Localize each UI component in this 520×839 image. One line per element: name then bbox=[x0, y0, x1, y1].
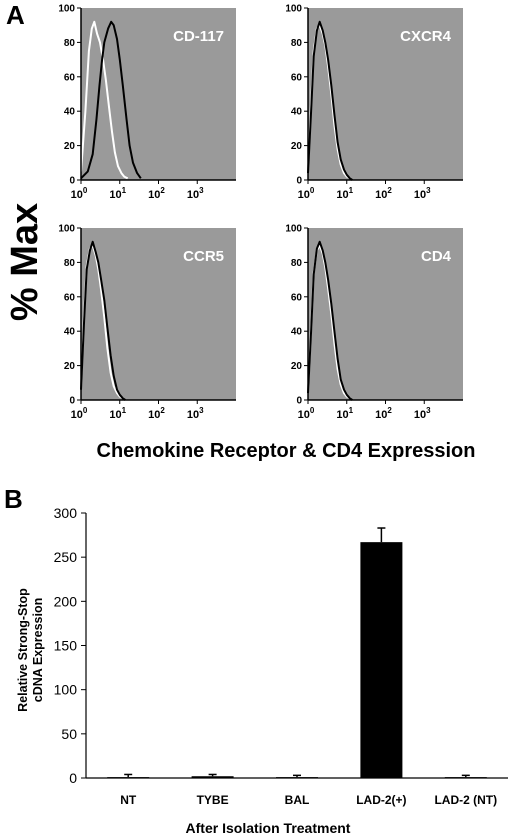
x-tick-label: 101 bbox=[336, 406, 353, 421]
category-label: TYBE bbox=[197, 793, 229, 807]
category-label: LAD-2 (NT) bbox=[434, 793, 497, 807]
bar bbox=[444, 777, 487, 778]
histogram-4: 0 20 40 60 80 100 100 101 102 103 CD4 bbox=[285, 224, 463, 421]
y-tick-label: 0 bbox=[296, 396, 302, 407]
x-tick-label: 100 bbox=[298, 406, 315, 421]
y-tick-label: 60 bbox=[291, 72, 303, 83]
y-tick-label: 60 bbox=[64, 292, 76, 303]
plot-area bbox=[308, 8, 463, 180]
y-tick-label: 0 bbox=[296, 176, 302, 187]
y-tick-label: 20 bbox=[291, 361, 303, 372]
isotype-control-line bbox=[80, 20, 129, 180]
y-tick-label: 80 bbox=[64, 38, 76, 49]
x-tick-label: 103 bbox=[414, 186, 431, 201]
histogram-2: 0 20 40 60 80 100 100 101 102 103 CXCR4 bbox=[285, 4, 463, 201]
category-label: NT bbox=[120, 793, 137, 807]
y-tick-label: 80 bbox=[291, 38, 303, 49]
bar-chart: 0 50 100 150 200 250 300 NT TYBE BAL LAD-2(+) LAD-2… bbox=[16, 505, 508, 836]
x-tick-label: 102 bbox=[148, 186, 165, 201]
y-tick-label: 100 bbox=[58, 224, 75, 235]
x-tick-label: 101 bbox=[109, 406, 126, 421]
x-tick-label: 100 bbox=[71, 186, 88, 201]
y-tick-label: 0 bbox=[69, 396, 75, 407]
histogram-3: 0 20 40 60 80 100 100 101 102 103 CCR5 bbox=[58, 224, 236, 421]
bar-y-tick-label: 300 bbox=[54, 505, 78, 521]
stained-sample-line bbox=[80, 20, 142, 180]
stained-sample-line bbox=[307, 20, 353, 181]
y-tick-label: 80 bbox=[64, 258, 76, 269]
panel-a-letter: A bbox=[6, 0, 25, 30]
plot-area bbox=[308, 228, 463, 400]
x-tick-label: 101 bbox=[109, 186, 126, 201]
y-tick-label: 40 bbox=[291, 107, 303, 118]
x-tick-label: 102 bbox=[375, 406, 392, 421]
panel-a-y-axis-title: % Max bbox=[4, 203, 46, 321]
x-tick-label: 102 bbox=[375, 186, 392, 201]
y-tick-label: 20 bbox=[291, 141, 303, 152]
bar-y-tick-label: 100 bbox=[54, 682, 78, 698]
y-tick-label: 20 bbox=[64, 361, 76, 372]
y-tick-label: 80 bbox=[291, 258, 303, 269]
marker-label: CD4 bbox=[421, 248, 452, 265]
x-tick-label: 102 bbox=[148, 406, 165, 421]
y-tick-label: 40 bbox=[64, 327, 76, 338]
y-tick-label: 40 bbox=[291, 327, 303, 338]
histogram-panels: 0 20 40 60 80 100 100 101 102 103 CD-117 0 20 40 60 80 1… bbox=[58, 4, 463, 421]
bar-y-tick-label: 250 bbox=[54, 549, 78, 565]
stained-sample-line bbox=[80, 240, 126, 401]
y-tick-label: 20 bbox=[64, 141, 76, 152]
category-label: LAD-2(+) bbox=[356, 793, 406, 807]
marker-label: CCR5 bbox=[183, 248, 224, 265]
bar-y-tick-label: 0 bbox=[69, 770, 77, 786]
histogram-1: 0 20 40 60 80 100 100 101 102 103 CD-117 bbox=[58, 4, 236, 201]
bar bbox=[276, 777, 318, 778]
y-tick-label: 60 bbox=[64, 72, 76, 83]
y-tick-label: 0 bbox=[69, 176, 75, 187]
y-tick-label: 40 bbox=[64, 107, 76, 118]
panel-a-x-axis-title: Chemokine Receptor & CD4 Expression bbox=[97, 440, 476, 462]
stained-sample-line bbox=[307, 240, 353, 401]
x-tick-label: 103 bbox=[187, 406, 204, 421]
y-tick-label: 100 bbox=[285, 4, 302, 15]
bar-y-tick-label: 200 bbox=[54, 593, 78, 609]
y-tick-label: 60 bbox=[291, 292, 303, 303]
y-tick-label: 100 bbox=[58, 4, 75, 15]
bar bbox=[107, 777, 150, 778]
category-label: BAL bbox=[285, 793, 310, 807]
bar-y-tick-label: 150 bbox=[54, 638, 78, 654]
bar bbox=[191, 776, 234, 778]
x-tick-label: 100 bbox=[71, 406, 88, 421]
marker-label: CD-117 bbox=[173, 28, 224, 45]
y-tick-label: 100 bbox=[285, 224, 302, 235]
panel-b-letter: B bbox=[4, 484, 23, 514]
bar-y-tick-label: 50 bbox=[61, 726, 77, 742]
x-tick-label: 103 bbox=[187, 186, 204, 201]
x-tick-label: 103 bbox=[414, 406, 431, 421]
x-tick-label: 100 bbox=[298, 186, 315, 201]
x-tick-label: 101 bbox=[336, 186, 353, 201]
bar bbox=[360, 542, 403, 778]
bar-x-axis-title: After Isolation Treatment bbox=[186, 820, 351, 836]
marker-label: CXCR4 bbox=[400, 28, 452, 45]
bar-y-axis-title: Relative Strong-StopcDNA Expression bbox=[16, 588, 45, 712]
